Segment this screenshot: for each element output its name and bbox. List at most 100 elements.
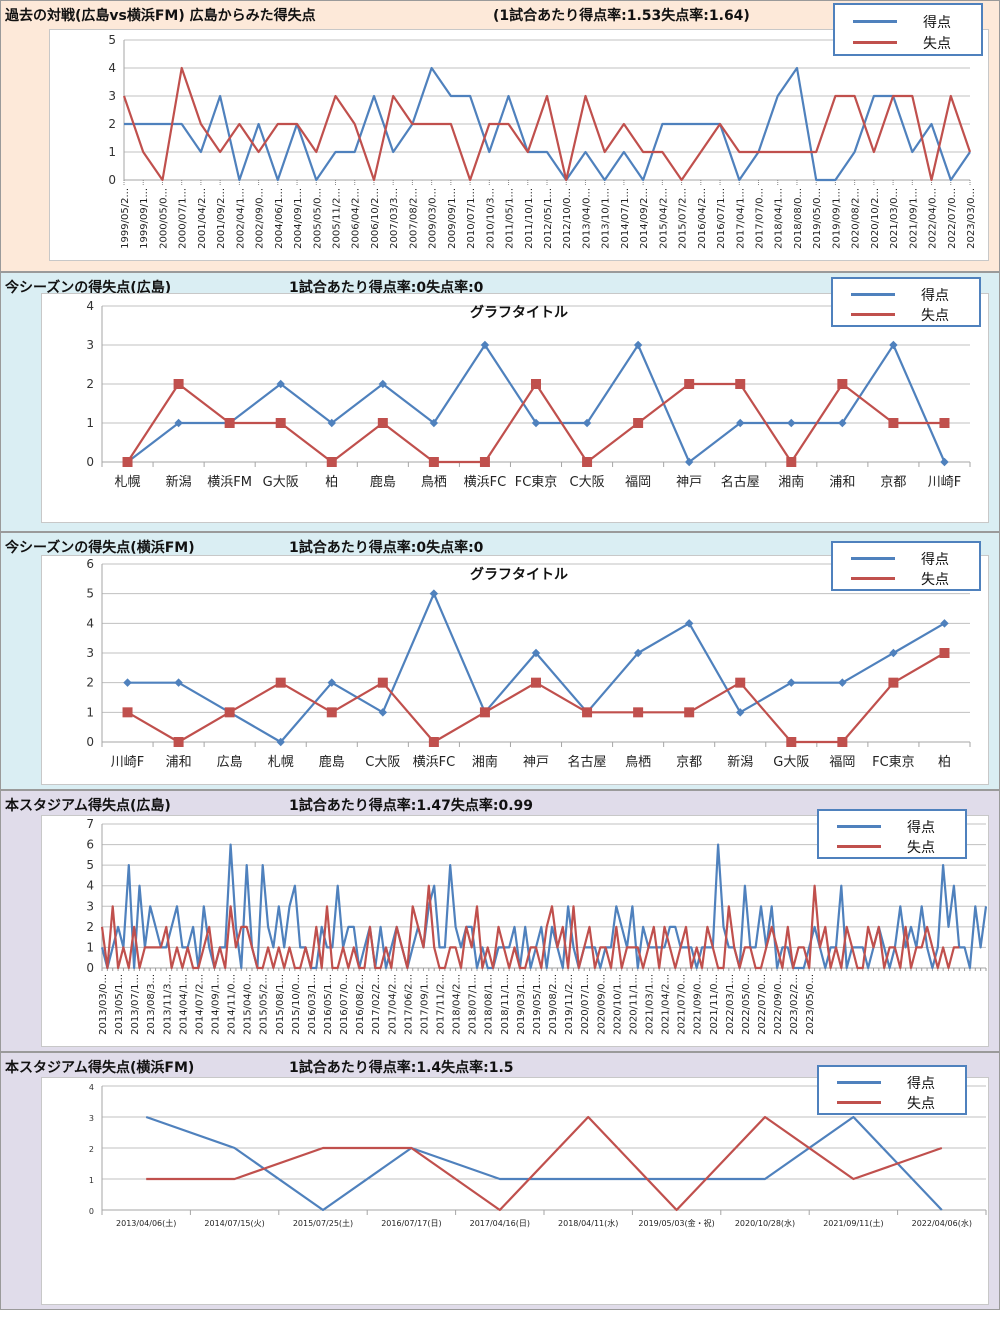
x-tick-label: 2012/10/0... (562, 188, 573, 249)
x-tick-label: 2011/05/1... (505, 188, 516, 249)
data-point-conceded (377, 418, 388, 428)
panel-rate: 1試合あたり得点率:1.47失点率:0.99 (289, 798, 534, 814)
x-tick-label: 2017/04/16(日) (470, 1219, 530, 1228)
legend-swatch-conceded (853, 41, 897, 44)
x-tick-label: 2018/08/1... (484, 974, 495, 1035)
x-tick-label: 1999/09/1... (139, 188, 150, 249)
x-tick-label: 2011/10/1... (524, 188, 535, 249)
data-point-scored (276, 379, 285, 389)
x-tick-label: 2020/10/1... (612, 974, 623, 1035)
x-tick-label: 2017/04/2... (387, 974, 398, 1035)
legend-swatch-scored (837, 1081, 881, 1084)
x-tick-label: FC東京 (515, 474, 558, 490)
data-point-conceded (122, 707, 133, 718)
y-tick-label: 2 (86, 676, 94, 690)
data-point-conceded (173, 379, 184, 389)
series-line-scored (127, 592, 946, 744)
legend-swatch-scored (853, 20, 897, 23)
legend: 得点 失点 (833, 3, 983, 56)
data-point-conceded (582, 457, 593, 467)
panel-title: 本スタジアム得失点(広島) (5, 798, 171, 814)
x-tick-label: 2016/04/2... (697, 188, 708, 249)
y-tick-label: 5 (108, 33, 116, 47)
legend-item-conceded: 失点 (833, 304, 979, 324)
panel-rate: 1試合あたり得点率:1.4失点率:1.5 (289, 1060, 514, 1076)
data-point-conceded (684, 379, 695, 389)
x-tick-label: 広島 (217, 755, 243, 770)
x-tick-label: 鹿島 (370, 474, 396, 490)
data-point-conceded (684, 707, 695, 718)
x-tick-label: 2002/04/1... (235, 188, 246, 249)
y-tick-label: 4 (89, 1083, 94, 1092)
x-tick-label: 2015/04/2... (658, 188, 669, 249)
x-tick-label: 2015/10/0... (291, 974, 302, 1035)
x-tick-label: 2016/07/17(日) (381, 1219, 441, 1228)
x-tick-label: 札幌 (115, 474, 141, 490)
x-tick-label: 2014/07/15(火) (204, 1219, 264, 1228)
x-tick-label: 2018/08/0... (793, 188, 804, 249)
x-tick-label: 2002/09/0... (255, 188, 266, 249)
x-tick-label: 2020/10/2... (870, 188, 881, 249)
data-point-conceded (888, 418, 899, 428)
data-point-scored (787, 418, 796, 428)
data-point-conceded (275, 418, 286, 428)
series-line-conceded (146, 1115, 943, 1212)
data-point-conceded (786, 737, 797, 747)
x-tick-label: 2017/07/0... (755, 188, 766, 249)
x-tick-label: 2007/08/2... (408, 188, 419, 249)
legend-item-conceded: 失点 (819, 1092, 965, 1112)
x-tick-label: 2020/08/2... (851, 188, 862, 249)
legend-swatch-scored (851, 293, 895, 296)
y-tick-label: 5 (86, 587, 94, 601)
data-point-scored (429, 589, 439, 598)
x-tick-label: 2023/03/0... (966, 188, 977, 249)
legend: 得点 失点 (817, 1065, 967, 1115)
x-tick-label: 2018/07/1... (468, 974, 479, 1035)
legend-label-conceded: 失点 (921, 572, 949, 588)
x-tick-label: 鳥栖 (625, 755, 651, 770)
data-point-scored (531, 418, 541, 428)
data-point-scored (174, 678, 183, 687)
x-tick-label: 2018/11/1... (500, 974, 511, 1035)
data-point-scored (838, 418, 847, 428)
x-tick-label: 2014/09/2... (639, 188, 650, 249)
data-point-conceded (479, 707, 490, 718)
data-point-scored (684, 457, 694, 467)
x-tick-label: 名古屋 (568, 754, 607, 770)
data-point-conceded (326, 457, 337, 467)
data-point-scored (174, 418, 183, 428)
x-tick-label: 浦和 (829, 475, 855, 490)
x-tick-label: 柏 (325, 475, 338, 490)
y-tick-label: 2 (86, 377, 94, 391)
x-tick-label: 2021/09/0... (693, 974, 704, 1035)
chart-area: 0 1 2 3 4 5 1999/05/2... 1999/09/1... 2000/05/0.… (49, 29, 989, 261)
chart-area: 0 1 2 3 4 札幌 新潟 横浜FM G大阪 柏 鹿島 鳥栖 横浜FC FC東京 C大阪 福岡 神戸 名古屋 湘… (41, 293, 989, 523)
x-tick-label: 2005/11/2... (332, 188, 343, 249)
legend-label-scored: 得点 (923, 15, 951, 31)
x-tick-label: 2018/04/11(水) (558, 1218, 618, 1228)
x-tick-label: 2021/03/0... (889, 188, 900, 249)
x-tick-label: 2018/04/2... (452, 974, 463, 1035)
data-point-scored (327, 678, 337, 687)
data-point-scored (582, 418, 592, 428)
data-point-conceded (531, 379, 541, 389)
x-tick-label: 新潟 (166, 474, 192, 490)
y-tick-label: 3 (86, 338, 94, 352)
x-tick-label: 2023/02/2... (789, 974, 800, 1035)
x-tick-label: 2014/07/2... (194, 974, 205, 1035)
x-tick-label: 2019/05/1... (532, 974, 543, 1035)
x-tick-label: 2013/08/3... (146, 974, 157, 1035)
season-yokohama-chart: 0 1 2 3 4 5 6 川崎F 浦和 広島 札幌 鹿島 C大阪 横浜FC 湘南 神戸 名古屋 鳥栖 京都 新潟 G大… (86, 557, 971, 770)
legend-swatch-conceded (837, 845, 881, 848)
x-tick-label: 2021/09/11(土) (823, 1218, 883, 1228)
panel-rate: 1試合あたり得点率:0失点率:0 (289, 540, 484, 556)
y-tick-label: 4 (108, 61, 116, 75)
x-tick-label: 2010/07/1... (466, 188, 477, 249)
x-tick-label: 2000/05/0... (158, 188, 169, 249)
x-tick-label: 川崎F (111, 755, 144, 770)
legend-label-scored: 得点 (907, 820, 935, 836)
y-tick-label: 3 (86, 899, 94, 913)
legend: 得点 失点 (831, 277, 981, 327)
x-tick-label: 2013/04/0... (581, 188, 592, 249)
y-tick-label: 1 (86, 416, 94, 430)
